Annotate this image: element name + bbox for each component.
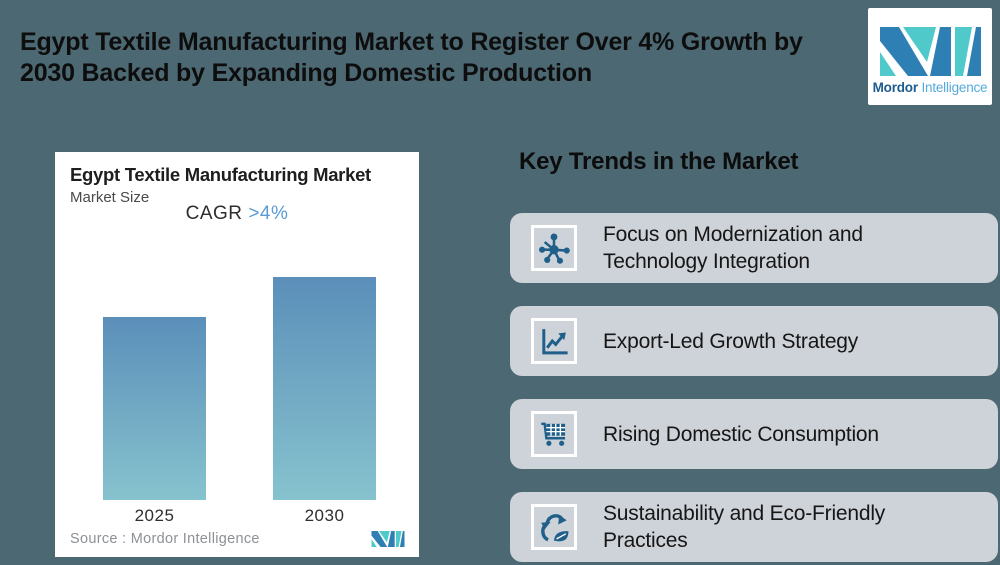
trends-heading: Key Trends in the Market: [519, 148, 799, 175]
chart-subtitle: Market Size: [70, 189, 150, 206]
page-title-line1: Egypt Textile Manufacturing Market to Re…: [20, 28, 803, 56]
axis-label-2025: 2025: [134, 506, 175, 525]
network-hub-icon: [531, 225, 577, 271]
cagr-value: >4%: [248, 203, 289, 224]
trend-label: Rising Domestic Consumption: [603, 422, 879, 446]
page-title-line2: 2030 Backed by Expanding Domestic Produc…: [20, 59, 592, 87]
cagr-annotation: CAGR >4%: [55, 203, 419, 225]
trend-label: Sustainability and Eco-Friendly Practice…: [603, 502, 886, 552]
trend-card-sustainability: Sustainability and Eco-Friendly Practice…: [510, 492, 998, 562]
trend-label: Export-Led Growth Strategy: [603, 329, 859, 353]
chart-card: Egypt Textile Manufacturing Market Marke…: [55, 152, 419, 557]
brand-name-bold: Mordor: [872, 80, 918, 95]
bar-2030: [273, 277, 376, 500]
brand-logo-card: Mordor Intelligence: [868, 8, 992, 105]
mordor-logo-small-icon: [371, 531, 405, 547]
source-note: Source : Mordor Intelligence: [70, 531, 260, 547]
trend-card-export-growth: Export-Led Growth Strategy: [510, 306, 998, 376]
trend-label: Focus on Modernization and Technology In…: [603, 223, 863, 273]
mordor-logo-icon: [879, 27, 981, 76]
chart-title: Egypt Textile Manufacturing Market: [70, 164, 371, 185]
bar-column-2025: 2025: [103, 317, 206, 532]
shopping-cart-icon: [531, 411, 577, 457]
axis-label-2030: 2030: [304, 506, 345, 525]
trend-card-modernization: Focus on Modernization and Technology In…: [510, 213, 998, 283]
bar-column-2030: 2030: [273, 277, 376, 532]
bar-2025: [103, 317, 206, 500]
growth-chart-icon: [531, 318, 577, 364]
trend-card-domestic-consumption: Rising Domestic Consumption: [510, 399, 998, 469]
bar-chart: 2025 2030: [55, 276, 419, 532]
source-row: Source : Mordor Intelligence: [70, 531, 405, 547]
brand-name-light: Intelligence: [921, 80, 988, 95]
page-title: Egypt Textile Manufacturing Market to Re…: [20, 27, 850, 89]
brand-name: Mordor Intelligence: [873, 80, 988, 95]
recycle-leaf-icon: [531, 504, 577, 550]
cagr-label: CAGR: [185, 203, 243, 224]
